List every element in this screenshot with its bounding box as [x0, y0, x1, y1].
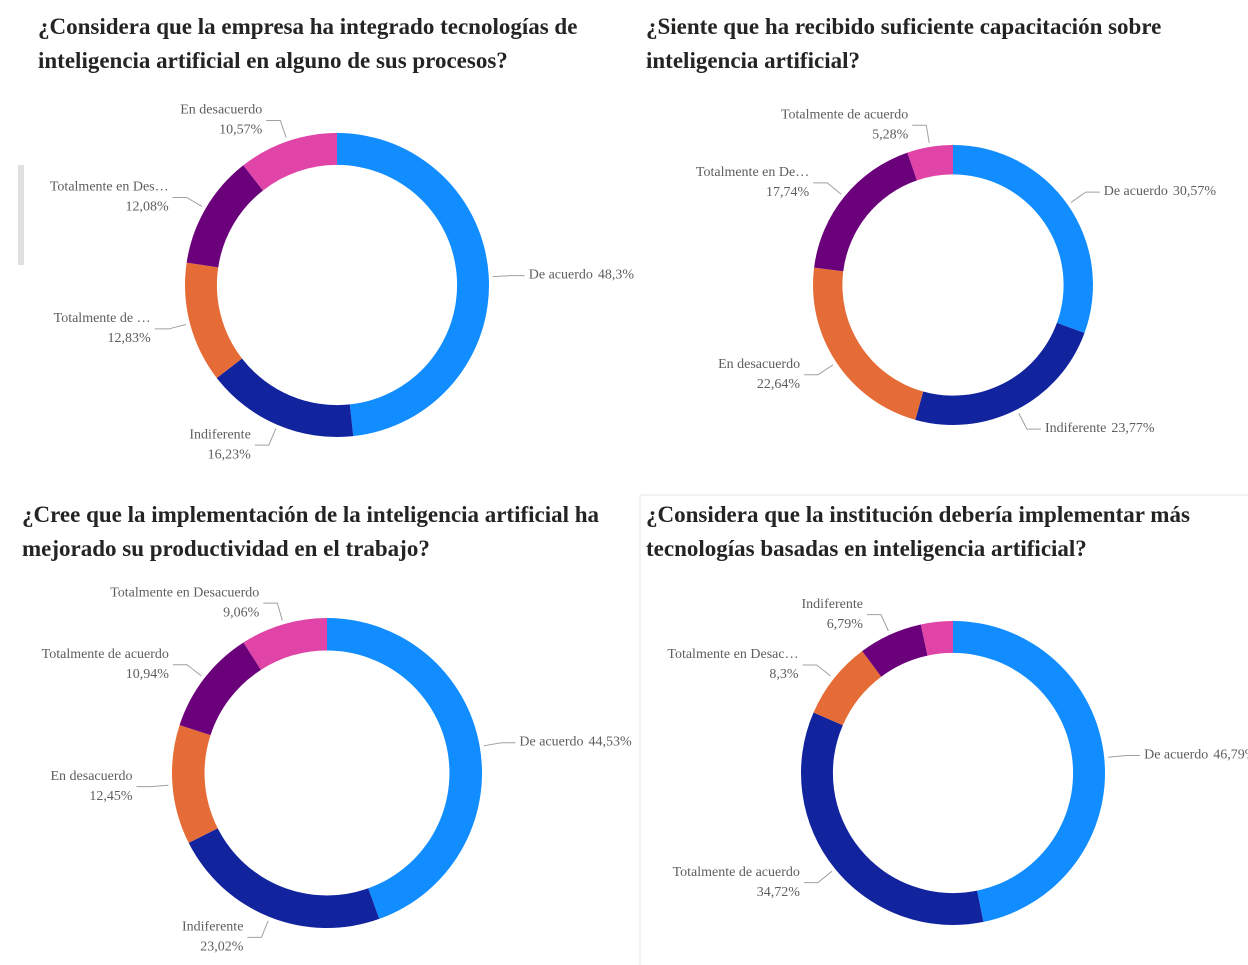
donut-slice [862, 624, 928, 677]
value-label: 8,3% [769, 667, 799, 682]
leader-line [803, 870, 833, 884]
category-label: Totalmente de acuerdo [781, 107, 908, 122]
donut-slice [915, 322, 1085, 425]
category-label: Indiferente [189, 427, 250, 442]
donut-slice [179, 642, 261, 736]
leader-line [154, 323, 187, 330]
leader-line [263, 602, 283, 621]
value-label: 5,28% [872, 127, 909, 142]
category-label: Totalmente en Desacuerdo [110, 585, 259, 600]
chart-title: ¿Considera que la institución debería im… [646, 502, 1190, 561]
donut-slice [243, 133, 337, 191]
donut-slice [188, 828, 380, 928]
value-label: 6,79% [827, 617, 864, 632]
donut-slice [801, 712, 984, 926]
value-label: 17,74% [766, 185, 810, 200]
value-label: 22,64% [757, 377, 801, 392]
category-label: En desacuerdo [718, 357, 800, 372]
leader-line [172, 196, 203, 207]
category-label: En desacuerdo [180, 103, 262, 118]
donut-slice [813, 267, 924, 420]
data-label: De acuerdo 46,79% [1144, 748, 1248, 763]
category-label: De acuerdo [519, 735, 583, 750]
category-label: Totalmente de acuerdo [42, 647, 169, 662]
leader-line [813, 182, 842, 195]
leader-line [483, 742, 516, 747]
data-label: De acuerdo 48,3% [529, 268, 635, 283]
donut-slice [186, 165, 263, 268]
category-label: Totalmente en De… [696, 165, 809, 180]
category-label: Indiferente [182, 920, 243, 935]
category-label: De acuerdo [529, 268, 593, 283]
leader-line [866, 614, 889, 632]
leader-line [912, 124, 930, 144]
value-label: 9,06% [223, 605, 260, 620]
donut-slice [243, 618, 327, 670]
chart-title: ¿Siente que ha recibido suficiente capac… [646, 14, 1162, 73]
value-label: 34,72% [757, 885, 801, 900]
value-label: 12,45% [89, 789, 133, 804]
donut-slice [184, 262, 243, 378]
category-label: De acuerdo [1144, 748, 1208, 763]
category-label: Totalmente de … [54, 311, 151, 326]
leader-line [492, 275, 525, 278]
category-label: Totalmente de acuerdo [673, 865, 800, 880]
value-label: 10,94% [126, 667, 170, 682]
donut-slice [953, 145, 1093, 334]
leader-line [804, 364, 834, 376]
donut-slice [907, 145, 953, 181]
category-label: Indiferente [802, 597, 863, 612]
donut-slice [337, 133, 490, 437]
donut-slice [171, 725, 218, 843]
leader-line [1108, 754, 1141, 758]
chart-title: ¿Cree que la implementación de la inteli… [22, 502, 600, 561]
value-label: 44,53% [589, 735, 633, 750]
donut-slice [813, 651, 882, 726]
category-label: Indiferente [1045, 421, 1106, 436]
data-label: De acuerdo 44,53% [519, 735, 632, 750]
leader-line [172, 664, 202, 677]
donut-slice [216, 358, 354, 437]
data-label: Indiferente 23,77% [1045, 421, 1155, 436]
value-label: 46,79% [1213, 748, 1248, 763]
scrollbar [18, 165, 24, 265]
value-label: 12,83% [107, 331, 151, 346]
category-label: En desacuerdo [50, 769, 132, 784]
category-label: Totalmente en Des… [50, 180, 169, 195]
value-label: 48,3% [598, 268, 635, 283]
leader-line [254, 428, 277, 446]
value-label: 10,57% [219, 123, 263, 138]
leader-line [136, 784, 169, 788]
value-label: 23,02% [200, 940, 244, 955]
category-label: Totalmente en Desac… [667, 647, 798, 662]
donut-slice [327, 618, 482, 919]
value-label: 16,23% [208, 447, 252, 462]
chart-title: ¿Considera que la empresa ha integrado t… [38, 14, 578, 73]
donut-slice [953, 621, 1105, 922]
value-label: 12,08% [125, 200, 169, 215]
value-label: 30,57% [1173, 184, 1217, 199]
leader-line [266, 120, 287, 138]
leader-line [802, 664, 832, 677]
category-label: De acuerdo [1104, 184, 1168, 199]
leader-line [1018, 412, 1041, 430]
leader-line [1070, 191, 1100, 203]
data-label: De acuerdo 30,57% [1104, 184, 1217, 199]
donut-slice [814, 152, 917, 272]
donut-slice [920, 621, 953, 656]
value-label: 23,77% [1111, 421, 1155, 436]
leader-line [247, 920, 269, 938]
